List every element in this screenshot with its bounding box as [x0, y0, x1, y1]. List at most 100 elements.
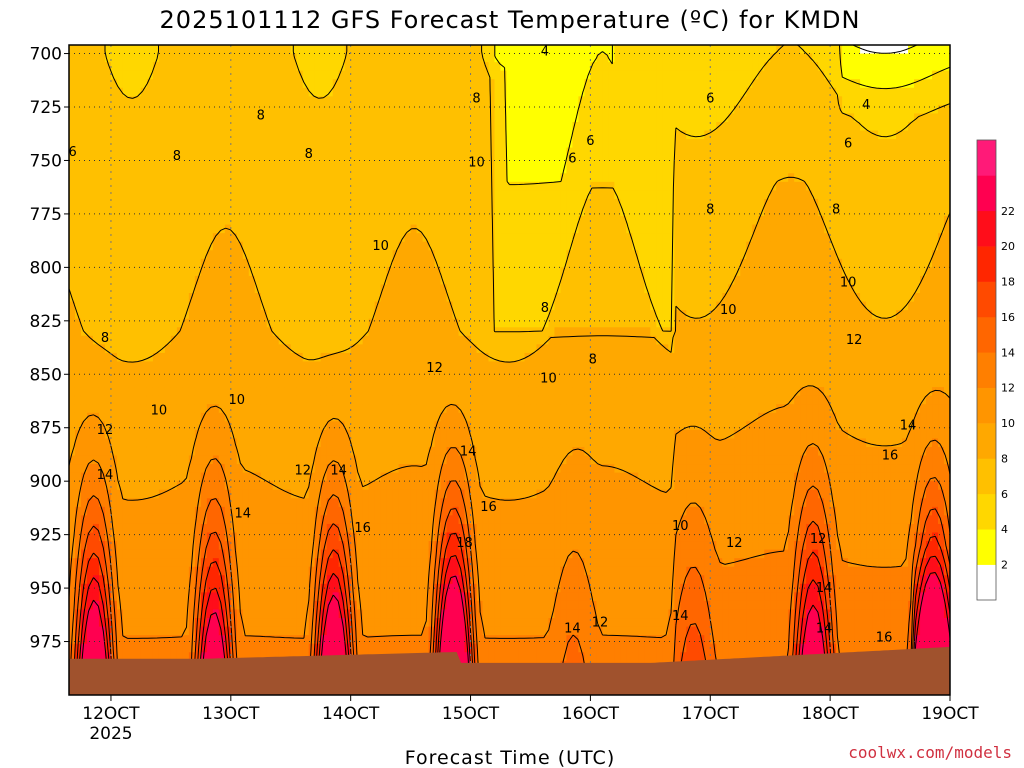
temperature-cell	[290, 104, 298, 115]
temperature-cell	[74, 618, 82, 628]
temperature-cell	[134, 79, 142, 89]
temperature-cell	[104, 79, 112, 89]
temperature-cell	[314, 352, 322, 363]
temperature-cell	[380, 335, 388, 345]
temperature-cell	[92, 558, 100, 568]
temperature-cell	[320, 79, 328, 89]
temperature-cell	[74, 139, 82, 149]
temperature-cell	[326, 464, 334, 474]
temperature-cell	[254, 164, 262, 174]
temperature-cell	[314, 198, 322, 209]
temperature-cell	[176, 506, 184, 516]
temperature-cell	[362, 207, 370, 217]
temperature-cell	[398, 79, 406, 89]
temperature-cell	[128, 327, 136, 337]
temperature-cell	[326, 635, 334, 645]
temperature-cell	[104, 310, 112, 320]
temperature-cell	[266, 275, 274, 286]
temperature-cell	[404, 455, 412, 465]
temperature-cell	[416, 626, 424, 636]
temperature-cell	[230, 173, 238, 183]
temperature-cell	[176, 250, 184, 260]
temperature-cell	[206, 335, 214, 345]
temperature-cell	[69, 113, 76, 123]
temperature-cell	[98, 523, 106, 534]
temperature-cell	[218, 455, 226, 465]
temperature-cell	[440, 421, 448, 431]
temperature-cell	[206, 310, 214, 320]
temperature-cell	[86, 207, 94, 217]
temperature-cell	[122, 618, 130, 628]
temperature-cell	[146, 558, 154, 568]
temperature-cell	[158, 498, 166, 508]
temperature-cell	[116, 404, 124, 414]
temperature-cell	[182, 609, 190, 619]
temperature-cell	[320, 216, 328, 226]
temperature-cell	[69, 566, 76, 576]
temperature-cell	[218, 600, 226, 611]
temperature-cell	[206, 541, 214, 551]
temperature-cell	[134, 318, 142, 328]
temperature-cell	[320, 45, 328, 55]
temperature-cell	[69, 258, 76, 268]
temperature-cell	[98, 421, 106, 431]
temperature-cell	[194, 301, 202, 311]
temperature-cell	[260, 575, 268, 585]
temperature-cell	[278, 515, 286, 525]
temperature-cell	[92, 438, 100, 448]
temperature-cell	[122, 344, 130, 354]
temperature-cell	[122, 395, 130, 405]
temperature-cell	[386, 173, 394, 183]
temperature-cell	[218, 310, 226, 320]
temperature-cell	[452, 113, 460, 123]
temperature-cell	[152, 481, 160, 491]
temperature-cell	[212, 318, 220, 328]
temperature-cell	[212, 635, 220, 645]
temperature-cell	[410, 216, 418, 226]
temperature-cell	[170, 250, 178, 260]
temperature-cell	[302, 575, 310, 585]
temperature-cell	[368, 600, 376, 611]
temperature-cell	[230, 558, 238, 568]
temperature-cell	[368, 446, 376, 457]
temperature-cell	[152, 438, 160, 448]
temperature-cell	[230, 446, 238, 457]
temperature-cell	[86, 481, 94, 491]
temperature-cell	[458, 198, 466, 209]
temperature-cell	[194, 344, 202, 354]
temperature-cell	[134, 233, 142, 243]
temperature-cell	[332, 541, 340, 551]
temperature-cell	[206, 318, 214, 328]
temperature-cell	[356, 139, 364, 149]
temperature-cell	[458, 53, 466, 63]
temperature-cell	[404, 267, 412, 277]
temperature-cell	[236, 421, 244, 431]
temperature-cell	[254, 600, 262, 611]
temperature-cell	[200, 429, 208, 440]
temperature-cell	[116, 130, 124, 140]
temperature-cell	[344, 284, 352, 294]
temperature-cell	[254, 96, 262, 106]
temperature-cell	[362, 241, 370, 251]
temperature-cell	[278, 147, 286, 157]
temperature-cell	[140, 233, 148, 243]
temperature-cell	[140, 293, 148, 303]
temperature-cell	[368, 173, 376, 183]
temperature-cell	[128, 643, 136, 653]
temperature-cell	[356, 173, 364, 183]
temperature-cell	[350, 45, 358, 55]
temperature-cell	[380, 387, 388, 397]
temperature-cell	[200, 378, 208, 388]
temperature-cell	[116, 489, 124, 499]
temperature-cell	[200, 284, 208, 294]
temperature-cell	[392, 429, 400, 440]
temperature-cell	[86, 472, 94, 482]
temperature-cell	[134, 558, 142, 568]
temperature-cell	[74, 481, 82, 491]
temperature-cell	[104, 549, 112, 559]
temperature-cell	[428, 344, 436, 354]
temperature-cell	[428, 421, 436, 431]
temperature-cell	[410, 558, 418, 568]
temperature-cell	[218, 216, 226, 226]
temperature-cell	[206, 104, 214, 115]
